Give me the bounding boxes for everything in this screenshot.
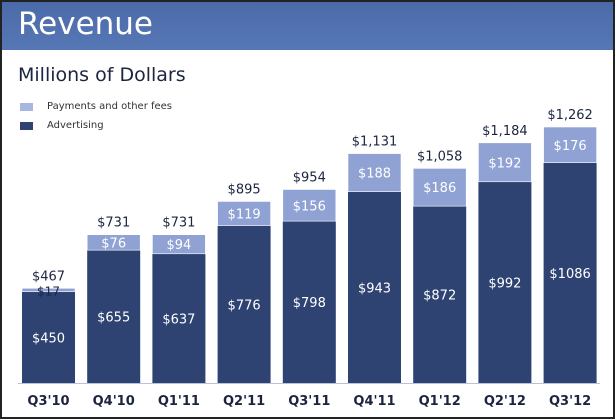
data-label-total: $467 <box>32 269 65 284</box>
x-tick-label: Q2'11 <box>223 394 265 409</box>
bar-advertising <box>152 253 206 383</box>
legend-swatch-payments <box>20 102 33 111</box>
data-label-advertising: $992 <box>488 276 521 291</box>
data-label-total: $731 <box>97 216 130 231</box>
x-tick-label: Q4'11 <box>353 394 395 409</box>
bar-advertising <box>217 225 271 383</box>
x-tick-label: Q3'12 <box>549 394 591 409</box>
data-label-advertising: $450 <box>32 331 65 346</box>
data-label-payments: $188 <box>358 167 391 182</box>
data-label-total: $1,131 <box>352 135 398 150</box>
data-label-payments: $94 <box>166 238 191 253</box>
data-label-total: $1,058 <box>417 149 463 164</box>
bar-advertising <box>22 291 75 383</box>
legend-swatch-advertising <box>20 121 33 130</box>
legend-label-advertising: Advertising <box>47 120 104 131</box>
bar-payments <box>412 168 467 207</box>
chart-title: Revenue <box>18 6 154 42</box>
legend-item-advertising: Advertising <box>20 116 172 135</box>
bar-advertising <box>543 162 597 383</box>
data-label-payments: $176 <box>554 139 587 154</box>
bar-payments <box>347 153 402 193</box>
header-bar: Revenue <box>2 2 613 50</box>
bar-payments <box>217 201 271 226</box>
data-label-advertising: $872 <box>423 289 456 304</box>
data-label-advertising: $943 <box>358 281 391 296</box>
data-label-payments: $156 <box>293 199 326 214</box>
legend: Payments and other fees Advertising <box>20 97 172 135</box>
legend-item-payments: Payments and other fees <box>20 97 172 116</box>
bar-advertising <box>478 181 532 383</box>
x-tick-label: Q1'12 <box>419 394 461 409</box>
data-label-total: $731 <box>162 216 195 231</box>
data-label-total: $1,184 <box>482 124 528 139</box>
data-label-payments: $186 <box>423 181 456 196</box>
bar-payments <box>21 287 76 293</box>
bar-advertising <box>282 221 336 383</box>
bar-payments <box>152 234 206 255</box>
data-label-total: $895 <box>228 182 261 197</box>
data-label-advertising: $655 <box>97 311 130 326</box>
data-label-payments: $192 <box>488 156 521 171</box>
data-label-advertising: $776 <box>228 298 261 313</box>
bar-payments <box>282 189 337 222</box>
bar-advertising <box>413 206 467 383</box>
x-tick-label: Q4'10 <box>93 394 135 409</box>
data-label-payments: $17 <box>37 285 60 299</box>
data-label-payments: $76 <box>101 236 126 251</box>
bar-advertising <box>87 250 141 383</box>
data-label-payments: $119 <box>228 208 261 223</box>
x-tick-label: Q1'11 <box>158 394 200 409</box>
bar-payments <box>543 126 597 164</box>
data-label-advertising: $1086 <box>549 267 590 282</box>
bar-payments <box>478 142 532 183</box>
chart-subtitle: Millions of Dollars <box>18 64 186 86</box>
data-label-total: $954 <box>293 170 326 185</box>
data-label-total: $1,262 <box>547 108 593 123</box>
x-tick-label: Q2'12 <box>484 394 526 409</box>
data-label-advertising: $798 <box>293 296 326 311</box>
x-tick-label: Q3'10 <box>27 394 69 409</box>
bar-payments <box>86 234 141 251</box>
data-label-advertising: $637 <box>162 312 195 327</box>
bar-advertising <box>348 191 401 383</box>
legend-label-payments: Payments and other fees <box>47 101 173 112</box>
x-tick-label: Q3'11 <box>288 394 330 409</box>
